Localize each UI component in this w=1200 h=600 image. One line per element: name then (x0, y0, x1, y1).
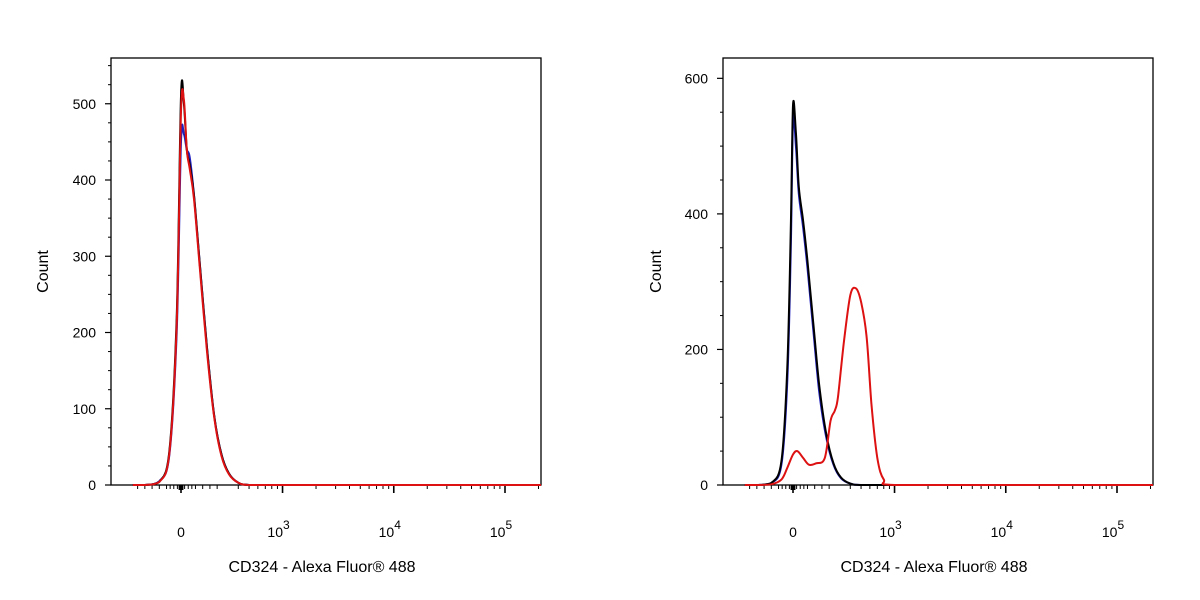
x-axis-title: CD324 - Alexa Fluor® 488 (229, 559, 416, 576)
left-histogram-panel: 0 100 200 300 400 500 Count 0 103 104 105 CD324 - A… (35, 57, 542, 576)
x-tick-label: 104 (379, 518, 402, 540)
x-tick-label: 104 (991, 518, 1014, 540)
plot-frame (722, 57, 1154, 486)
x-tick-label: 0 (177, 524, 185, 540)
y-tick-label: 0 (700, 477, 708, 493)
y-tick-label: 400 (73, 172, 97, 188)
right-histogram-panel: 0 200 400 600 Count 0 103 104 105 CD324 - Alexa F… (648, 57, 1154, 576)
series-line-2 (744, 286, 1153, 486)
x-tick-label: 103 (879, 518, 902, 540)
y-tick-label: 400 (685, 206, 709, 222)
y-axis-title: Count (648, 250, 665, 293)
x-axis-title: CD324 - Alexa Fluor® 488 (841, 559, 1028, 576)
y-tick-label: 500 (73, 96, 97, 112)
y-tick-label: 200 (685, 341, 709, 357)
x-tick-label: 105 (490, 518, 513, 540)
y-tick-label: 0 (88, 477, 96, 493)
series-line-1 (744, 100, 1153, 486)
series-line-0 (132, 123, 541, 486)
y-tick-label: 100 (73, 401, 97, 417)
y-tick-label: 300 (73, 248, 97, 264)
series-line-1 (132, 79, 541, 486)
y-axis-title: Count (35, 250, 52, 293)
plot-frame (110, 57, 542, 486)
x-tick-label: 0 (789, 524, 797, 540)
series-line-0 (744, 113, 1153, 486)
series-line-2 (132, 88, 541, 486)
x-tick-label: 105 (1102, 518, 1125, 540)
y-tick-label: 600 (685, 70, 709, 86)
x-tick-label: 103 (267, 518, 290, 540)
y-tick-label: 200 (73, 325, 97, 341)
